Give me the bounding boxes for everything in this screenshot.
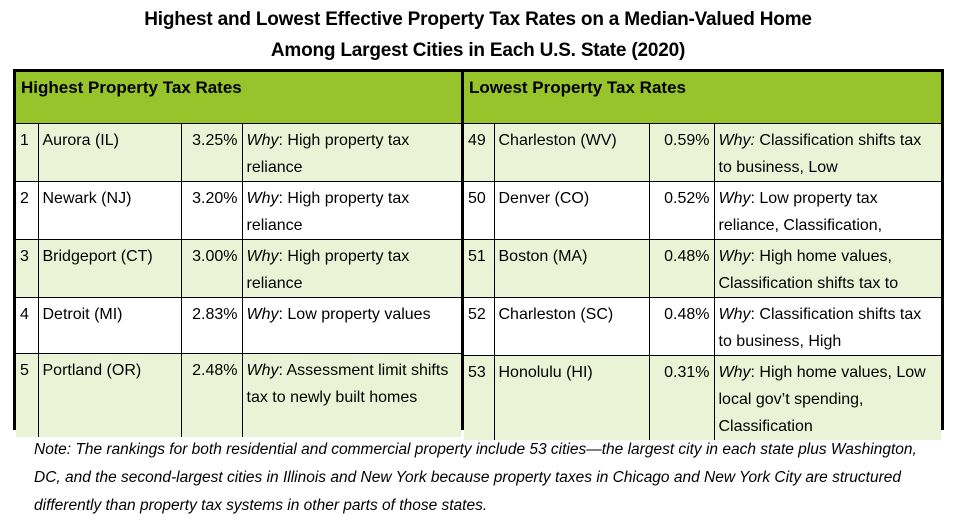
table-row: 4 Detroit (MI) 2.83% Why: Low property valu… [16,297,461,354]
reason-text: : High property tax reliance [246,132,410,176]
rate-cell: 0.52% [649,181,715,240]
table-row: 52 Charleston (SC) 0.48% Why: Classificatio… [464,297,941,356]
title-line-1: Highest and Lowest Effective Property Ta… [144,9,812,30]
city-cell: Honolulu (HI) [494,355,650,440]
rate-cell: 0.48% [649,297,715,356]
rate-cell: 0.31% [649,355,715,440]
reason-cell: Why: High home values, Classification sh… [714,239,941,298]
city-cell: Charleston (WV) [494,124,650,182]
lowest-rates-heading: Lowest Property Tax Rates [464,72,941,124]
table-row: 51 Boston (MA) 0.48% Why: High home values,… [464,239,941,298]
reason-cell: Why: Assessment limit shifts tax to newl… [242,353,461,437]
city-cell: Charleston (SC) [494,297,650,356]
tax-rates-table: Highest Property Tax Rates 1 Aurora (IL) 3… [13,69,944,440]
rank-cell: 50 [464,181,495,240]
why-label: Why [246,132,279,149]
reason-cell: Why: Classification shifts tax to busine… [714,124,941,182]
reason-text: : High home values, Classification shift… [718,248,899,292]
rank-cell: 52 [464,297,495,356]
city-cell: Boston (MA) [494,239,650,298]
reason-text: Classification shifts tax to business, L… [718,132,922,176]
rate-cell: 0.59% [649,124,715,182]
rate-cell: 2.83% [181,297,243,354]
lowest-rates-section: Lowest Property Tax Rates 49 Charleston (… [464,72,941,440]
rank-cell: 53 [464,355,495,440]
city-cell: Portland (OR) [38,353,182,437]
rank-cell: 3 [16,239,39,298]
why-label: Why: [718,132,755,149]
reason-text: : Low property tax reliance, Classificat… [718,190,883,234]
why-label: Why [718,190,751,207]
rate-cell: 3.20% [181,181,243,240]
rank-cell: 2 [16,181,39,240]
rank-cell: 5 [16,353,39,437]
table-row: 3 Bridgeport (CT) 3.00% Why: High property … [16,239,461,298]
rate-cell: 2.48% [181,353,243,437]
highest-rates-table: 1 Aurora (IL) 3.25% Why: High property tax … [16,124,461,437]
reason-cell: Why: High home values, Low local gov’t s… [714,355,941,440]
city-cell: Aurora (IL) [38,124,182,182]
rate-cell: 3.00% [181,239,243,298]
reason-text: : High property tax reliance [246,190,410,234]
reason-text: : Classification shifts tax to business,… [718,306,922,350]
rank-cell: 1 [16,124,39,182]
table-row: 49 Charleston (WV) 0.59% Why: Classificatio… [464,124,941,182]
table-row: 53 Honolulu (HI) 0.31% Why: High home value… [464,355,941,440]
rate-cell: 0.48% [649,239,715,298]
why-label: Why [718,364,751,381]
why-label: Why [246,248,279,265]
why-label: Why [246,362,279,379]
reason-text: : Assessment limit shifts tax to newly b… [246,362,449,406]
reason-cell: Why: High property tax reliance [242,124,461,182]
why-label: Why [246,306,279,323]
rate-cell: 3.25% [181,124,243,182]
footnote: Note: The rankings for both residential … [34,441,917,514]
reason-cell: Why: High property tax reliance [242,239,461,298]
rank-cell: 4 [16,297,39,354]
highest-rates-heading: Highest Property Tax Rates [16,72,461,124]
reason-text: : High property tax reliance [246,248,410,292]
table-row: 50 Denver (CO) 0.52% Why: Low property tax … [464,181,941,240]
why-label: Why [718,306,751,323]
rank-cell: 49 [464,124,495,182]
table-row: 5 Portland (OR) 2.48% Why: Assessment limit… [16,353,461,437]
reason-text: : Low property values [278,306,431,323]
city-cell: Newark (NJ) [38,181,182,240]
reason-cell: Why: Low property tax reliance, Classifi… [714,181,941,240]
city-cell: Detroit (MI) [38,297,182,354]
title-line-2: Among Largest Cities in Each U.S. State … [270,40,686,61]
reason-cell: Why: High property tax reliance [242,181,461,240]
reason-cell: Why: Classification shifts tax to busine… [714,297,941,356]
highest-rates-section: Highest Property Tax Rates 1 Aurora (IL) 3… [16,72,464,437]
lowest-rates-table: 49 Charleston (WV) 0.59% Why: Classificatio… [464,124,941,440]
rank-cell: 51 [464,239,495,298]
city-cell: Denver (CO) [494,181,650,240]
table-row: 2 Newark (NJ) 3.20% Why: High property tax … [16,181,461,240]
reason-cell: Why: Low property values [242,297,461,354]
table-row: 1 Aurora (IL) 3.25% Why: High property tax … [16,124,461,182]
why-label: Why [246,190,279,207]
why-label: Why [718,248,751,265]
city-cell: Bridgeport (CT) [38,239,182,298]
reason-text: : High home values, Low local gov’t spen… [718,364,926,435]
